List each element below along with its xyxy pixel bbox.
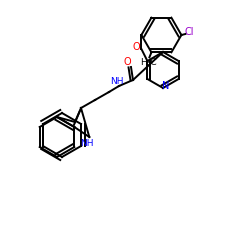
Text: NH: NH <box>110 78 124 86</box>
Text: N: N <box>162 81 170 91</box>
Text: H₃C: H₃C <box>140 58 157 67</box>
Text: O: O <box>132 42 140 52</box>
Text: Cl: Cl <box>185 27 194 37</box>
Text: O: O <box>123 57 131 67</box>
Text: NH: NH <box>80 140 94 148</box>
